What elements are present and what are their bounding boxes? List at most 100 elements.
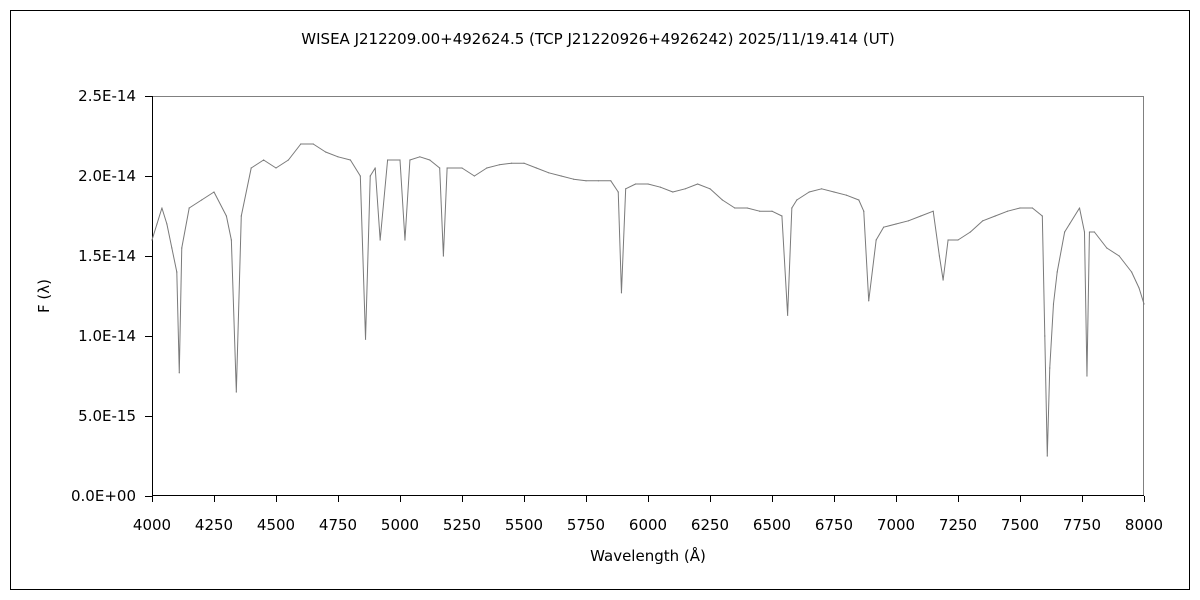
spectrum-point bbox=[399, 159, 401, 161]
spectrum-point bbox=[325, 151, 327, 153]
spectrum-point bbox=[176, 271, 178, 273]
spectrum-point bbox=[597, 180, 600, 182]
spectrum-point bbox=[1143, 303, 1145, 305]
spectrum-point bbox=[617, 191, 619, 193]
spectrum-point bbox=[225, 215, 227, 217]
spectrum-point bbox=[1064, 231, 1066, 233]
spectrum-point bbox=[863, 210, 865, 212]
spectrum-point bbox=[156, 223, 158, 225]
spectrum-point bbox=[213, 191, 215, 193]
spectrum-point bbox=[635, 183, 637, 185]
spectrum-point bbox=[746, 207, 748, 209]
spectrum-point bbox=[808, 191, 810, 193]
spectrum-point bbox=[230, 239, 232, 241]
spectrum-point bbox=[920, 215, 922, 217]
spectrum-point bbox=[439, 167, 441, 169]
x-axis-ticks: 4000 4250 4500 4750 5000 5250 5500 5750 6000 6250… bbox=[133, 496, 1163, 534]
spectrum-point bbox=[486, 167, 488, 169]
spectrum-point bbox=[994, 215, 996, 217]
spectrum-point bbox=[235, 391, 237, 393]
spectrum-point bbox=[166, 223, 168, 225]
spectrum-point bbox=[446, 167, 448, 169]
spectrum-point bbox=[709, 188, 711, 190]
x-tick-label: 6500 bbox=[753, 516, 791, 534]
spectrum-point bbox=[181, 247, 183, 249]
x-tick-label: 5750 bbox=[567, 516, 605, 534]
spectrum-point bbox=[1056, 271, 1058, 273]
spectrum-point bbox=[523, 162, 525, 164]
spectrum-point bbox=[387, 159, 389, 161]
spectrum-point bbox=[161, 207, 163, 209]
spectrum-point bbox=[942, 279, 944, 281]
spectrum-point bbox=[178, 372, 180, 374]
x-tick-label: 6000 bbox=[629, 516, 667, 534]
spectrum-point bbox=[369, 175, 371, 177]
spectrum-point bbox=[1118, 255, 1120, 257]
spectrum-point bbox=[1044, 335, 1046, 337]
spectrum-point bbox=[287, 159, 289, 161]
spectrum-point bbox=[833, 191, 835, 193]
spectrum-point bbox=[1106, 247, 1108, 249]
spectrum-point bbox=[374, 167, 376, 169]
spectrum-point bbox=[201, 199, 203, 201]
x-tick-label: 6250 bbox=[691, 516, 729, 534]
x-tick-label: 7500 bbox=[1001, 516, 1039, 534]
spectrum-point bbox=[1007, 210, 1009, 212]
spectrum-point bbox=[868, 300, 870, 302]
spectrum-point bbox=[419, 156, 421, 158]
spectrum-point bbox=[535, 167, 538, 169]
spectrum-point bbox=[1088, 231, 1091, 233]
spectrum-point bbox=[250, 167, 252, 169]
spectrum-point bbox=[1069, 223, 1071, 225]
spectrum-point bbox=[409, 159, 411, 161]
spectrum-point bbox=[672, 191, 674, 193]
spectrum-point bbox=[359, 175, 361, 177]
spectrum-point bbox=[883, 226, 885, 228]
spectrum-point bbox=[947, 239, 949, 241]
spectrum-point bbox=[240, 215, 242, 217]
chart-title: WISEA J212209.00+492624.5 (TCP J21220926… bbox=[301, 30, 894, 48]
spectrum-point bbox=[1019, 207, 1021, 209]
spectrum-point bbox=[787, 314, 789, 316]
spectrum-point bbox=[364, 338, 367, 340]
spectrum-point bbox=[620, 292, 623, 294]
x-tick-label: 7000 bbox=[877, 516, 915, 534]
spectrum-point bbox=[1052, 303, 1055, 305]
spectrum-point bbox=[771, 210, 773, 212]
spectrum-point bbox=[1078, 207, 1081, 209]
spectrum-point bbox=[171, 247, 173, 249]
spectrum-point bbox=[429, 159, 431, 161]
spectrum-point bbox=[659, 186, 662, 188]
spectrum-point bbox=[461, 167, 463, 169]
spectrum-point bbox=[404, 239, 406, 241]
spectrum-series bbox=[151, 143, 1145, 457]
spectrum-point bbox=[263, 159, 265, 161]
spectrum-point bbox=[473, 175, 475, 177]
y-tick-label: 2.0E-14 bbox=[78, 167, 136, 185]
y-tick-label: 5.0E-15 bbox=[78, 407, 136, 425]
spectrum-point bbox=[300, 143, 302, 145]
spectrum-point bbox=[1131, 271, 1133, 273]
spectrum-point bbox=[349, 159, 351, 161]
plot-area bbox=[152, 96, 1144, 496]
spectrum-point bbox=[188, 207, 190, 209]
spectrum-point bbox=[821, 188, 823, 190]
spectrum-point bbox=[907, 220, 910, 222]
spectrum-point bbox=[1041, 215, 1043, 217]
x-tick-label: 7750 bbox=[1063, 516, 1101, 534]
y-tick-label: 0.0E+00 bbox=[71, 487, 136, 505]
x-tick-label: 4750 bbox=[319, 516, 357, 534]
spectrum-point bbox=[1083, 231, 1086, 233]
spectrum-point bbox=[647, 183, 649, 185]
spectrum-point bbox=[337, 156, 339, 158]
y-tick-label: 1.5E-14 bbox=[78, 247, 136, 265]
x-axis-label: Wavelength (Å) bbox=[590, 546, 706, 565]
spectrum-point bbox=[442, 255, 444, 257]
x-tick-label: 5250 bbox=[443, 516, 481, 534]
x-tick-label: 6750 bbox=[815, 516, 853, 534]
spectrum-point bbox=[791, 207, 793, 209]
spectrum-point bbox=[151, 239, 153, 241]
y-axis-ticks: 0.0E+00 5.0E-15 1.0E-14 1.5E-14 2.0E-14 2.5E-… bbox=[71, 87, 152, 505]
spectrum-point bbox=[1031, 207, 1033, 209]
